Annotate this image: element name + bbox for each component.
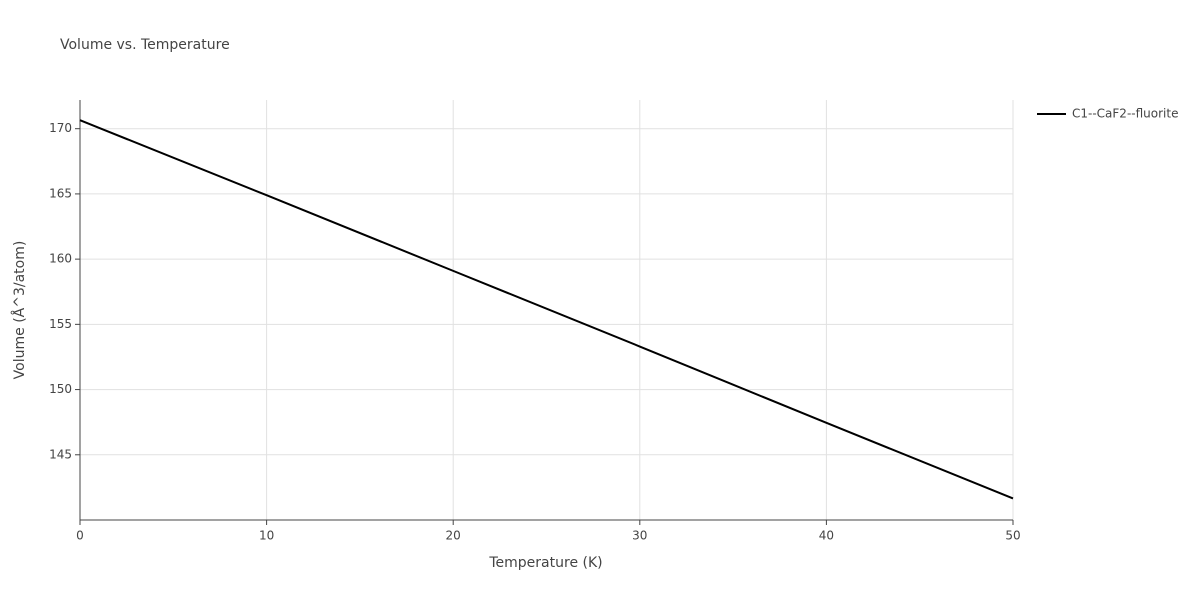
y-axis-label: Volume (Å^3/atom) [11, 241, 28, 380]
chart-title: Volume vs. Temperature [60, 37, 230, 53]
y-tick-label: 165 [49, 186, 72, 200]
y-tick-label: 145 [49, 447, 72, 461]
x-tick-label: 50 [1005, 529, 1020, 543]
legend-label: C1--CaF2--fluorite [1072, 107, 1178, 121]
x-tick-label: 30 [632, 529, 647, 543]
y-tick-label: 160 [49, 252, 72, 266]
y-tick-label: 155 [49, 317, 72, 331]
x-tick-label: 0 [76, 529, 84, 543]
y-tick-label: 170 [49, 121, 72, 135]
x-axis-label: Temperature (K) [488, 555, 602, 571]
y-tick-label: 150 [49, 382, 72, 396]
data-line [79, 119, 1014, 500]
x-tick-label: 20 [446, 529, 461, 543]
x-tick-label: 40 [819, 529, 834, 543]
x-tick-label: 10 [259, 529, 274, 543]
